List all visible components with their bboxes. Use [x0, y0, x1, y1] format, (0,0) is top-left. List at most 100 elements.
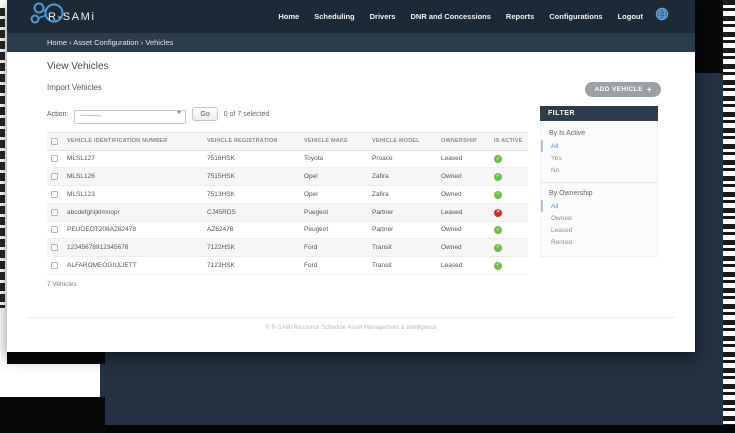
- cell-ownership: Leased: [437, 203, 490, 222]
- cell-make: Toyota: [300, 150, 368, 169]
- cell-model: Zafira: [368, 185, 437, 204]
- table-row: abcdefghijklmnopr CJ45RDS Puegeot Partne…: [47, 203, 528, 222]
- page-footer: © R-SAMi Resource Schedule Asset Managem…: [27, 317, 675, 331]
- filter-panel-body: By Is Active All Yes No By Ownership All…: [540, 121, 658, 257]
- action-select-wrap: ---------: [74, 105, 187, 124]
- go-button[interactable]: Go: [192, 107, 218, 122]
- cell-model: Partner: [368, 203, 437, 222]
- logo-text: R-SAMi: [48, 10, 96, 23]
- filter-panel-title: FILTER: [540, 106, 658, 121]
- cell-make: Opel: [300, 167, 368, 186]
- nav-item-logout[interactable]: Logout: [617, 12, 643, 21]
- col-header-model: VEHICLE MODEL: [368, 131, 437, 151]
- filter-section-is-active: By Is Active: [549, 130, 586, 137]
- action-bar: Action: --------- Go 0 of 7 selected: [47, 105, 695, 124]
- filter-option-is-active-yes[interactable]: Yes: [551, 154, 562, 162]
- row-checkbox[interactable]: [51, 208, 58, 216]
- nav-item-home[interactable]: Home: [278, 12, 300, 21]
- action-select[interactable]: ---------: [74, 109, 187, 124]
- cell-model: Transit: [368, 256, 437, 275]
- col-header-registration: VEHICLE REGISTRATION: [203, 131, 300, 151]
- background-artifact: [0, 8, 5, 308]
- cell-vin: PEUGEOT208AZ62478: [63, 221, 203, 240]
- cell-ownership: Owned: [437, 238, 490, 257]
- inactive-status-icon: [494, 208, 502, 217]
- add-vehicle-label: ADD VEHICLE: [594, 86, 643, 93]
- cell-registration: AZ62478: [203, 221, 300, 240]
- row-checkbox[interactable]: [51, 244, 58, 252]
- cell-model: Proace: [368, 150, 437, 169]
- cell-make: Puegeot: [300, 203, 368, 222]
- nav-item-drivers[interactable]: Drivers: [369, 12, 396, 21]
- row-checkbox[interactable]: [51, 261, 58, 269]
- cell-vin: MLSL126: [63, 167, 203, 186]
- nav-item-scheduling[interactable]: Scheduling: [314, 12, 355, 21]
- filter-option-ownership-rented[interactable]: Rented: [551, 238, 572, 246]
- cell-registration: CJ45RDS: [203, 203, 300, 222]
- background-artifact: [7, 352, 105, 364]
- filter-option-is-active-all[interactable]: All: [541, 140, 657, 152]
- table-row: MLSL127 7516HSK Toyota Proace Leased: [47, 150, 528, 169]
- selection-status: 0 of 7 selected: [223, 110, 270, 118]
- table-row: 12345678912345678 7122HSK Ford Transit O…: [47, 238, 528, 257]
- cell-vin: MLSL127: [63, 150, 203, 169]
- cell-make: Opel: [300, 185, 368, 204]
- filter-panel: FILTER By Is Active All Yes No By Owners…: [540, 106, 658, 257]
- cell-vin: MLSL123: [63, 185, 203, 204]
- cell-make: Ford: [300, 238, 368, 257]
- top-navbar: R-SAMi Home Scheduling Drivers DNR and C…: [7, 0, 695, 33]
- filter-option-ownership-owned[interactable]: Owned: [551, 214, 572, 222]
- active-status-icon: [494, 190, 502, 199]
- cell-registration: 7513HSK: [203, 185, 300, 204]
- table-row: PEUGEOT208AZ62478 AZ62478 Peugeot Partne…: [47, 221, 528, 240]
- filter-section-ownership: By Ownership: [549, 190, 593, 197]
- language-globe-button[interactable]: [655, 7, 669, 26]
- select-all-checkbox[interactable]: [51, 137, 58, 145]
- col-header-make: VEHICLE MAKE: [300, 131, 368, 151]
- cell-model: Zafira: [368, 167, 437, 186]
- active-status-icon: [494, 155, 502, 164]
- row-checkbox[interactable]: [51, 226, 58, 234]
- row-checkbox[interactable]: [51, 155, 58, 163]
- action-label: Action:: [47, 110, 69, 118]
- cell-ownership: Leased: [437, 256, 490, 275]
- nav-item-dnr-concessions[interactable]: DNR and Concessions: [410, 12, 491, 21]
- filter-option-ownership-leased[interactable]: Leased: [551, 226, 573, 234]
- plus-icon: +: [646, 84, 652, 94]
- cell-ownership: Owned: [437, 185, 490, 204]
- content-area: View Vehicles Import Vehicles ADD VEHICL…: [7, 61, 695, 294]
- background-artifact: [105, 425, 735, 433]
- page-title: View Vehicles: [47, 61, 109, 72]
- nav-item-reports[interactable]: Reports: [505, 12, 535, 21]
- cell-vin: abcdefghijklmnopr: [63, 203, 203, 222]
- background-artifact: [723, 0, 735, 433]
- table-header-row: VEHICLE IDENTIFICATION NUMBER VEHICLE RE…: [47, 131, 528, 151]
- main-nav: Home Scheduling Drivers DNR and Concessi…: [278, 12, 643, 21]
- row-checkbox[interactable]: [51, 173, 58, 181]
- nav-item-configurations[interactable]: Configurations: [549, 12, 603, 21]
- filter-option-is-active-no[interactable]: No: [551, 166, 560, 174]
- breadcrumb[interactable]: Home › Asset Configuration › Vehicles: [47, 38, 174, 47]
- add-vehicle-button[interactable]: ADD VEHICLE +: [585, 82, 661, 97]
- filter-divider: [541, 182, 657, 183]
- row-checkbox[interactable]: [51, 190, 58, 198]
- cell-make: Ford: [300, 256, 368, 275]
- table-row: ALFAROMEOGIULIETT 7123HSK Ford Transit L…: [47, 256, 528, 275]
- brand-logo[interactable]: R-SAMi: [29, 1, 96, 32]
- active-status-icon: [494, 244, 502, 252]
- cell-registration: 7122HSK: [203, 238, 300, 257]
- vehicles-table: VEHICLE IDENTIFICATION NUMBER VEHICLE RE…: [47, 131, 528, 275]
- cell-ownership: Owned: [437, 221, 490, 240]
- table-row: MLSL126 7515HSK Opel Zafira Owned: [47, 167, 528, 186]
- table-summary: 7 Vehicles: [47, 280, 77, 288]
- breadcrumb-bar: Home › Asset Configuration › Vehicles: [7, 33, 695, 52]
- app-window: R-SAMi Home Scheduling Drivers DNR and C…: [7, 0, 695, 352]
- cell-ownership: Leased: [437, 150, 490, 169]
- cell-vin: ALFAROMEOGIULIETT: [63, 256, 203, 275]
- filter-option-ownership-all[interactable]: All: [541, 200, 657, 212]
- molecule-logo-icon: [29, 1, 69, 32]
- import-vehicles-link[interactable]: Import Vehicles: [47, 83, 102, 92]
- globe-icon: [655, 7, 669, 26]
- col-header-is-active: IS ACTIVE: [490, 131, 528, 151]
